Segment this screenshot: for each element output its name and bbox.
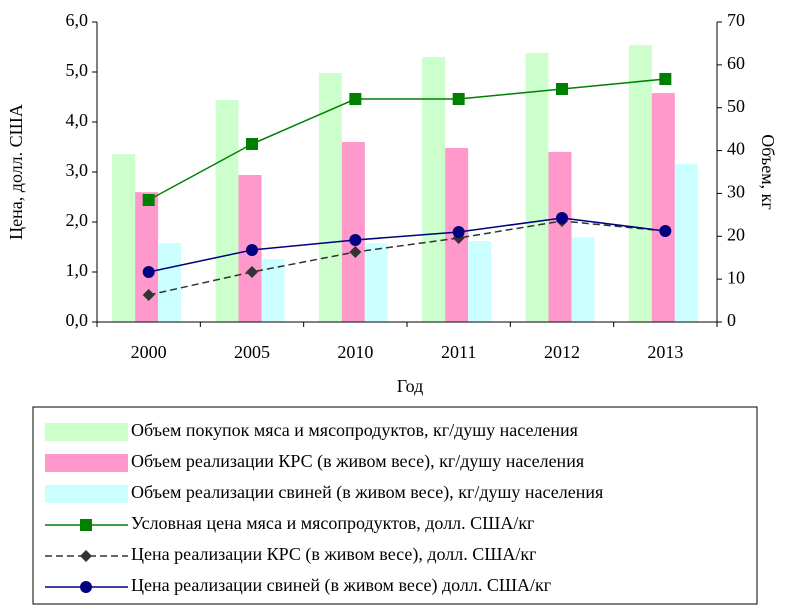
bar (135, 192, 159, 322)
y2-tick-label: 0 (727, 310, 736, 330)
line-marker (142, 194, 155, 206)
line-marker (142, 289, 155, 301)
line-marker (556, 83, 568, 95)
bar (468, 241, 492, 322)
legend-swatch (45, 423, 128, 441)
legend-marker (80, 519, 92, 531)
line-marker (452, 93, 465, 105)
line-marker (349, 93, 362, 105)
bar (525, 52, 549, 322)
line-marker (556, 212, 568, 224)
bar (628, 45, 652, 323)
legend-label: Цена реализации свиней (в живом весе) до… (131, 575, 551, 596)
bar (674, 163, 698, 322)
bar (112, 154, 136, 322)
x-axis-title: Год (397, 376, 423, 396)
bar (364, 243, 388, 322)
y-tick-label: 4,0 (66, 110, 89, 130)
bar (422, 57, 446, 323)
line-marker (246, 244, 258, 256)
y2-tick-label: 20 (727, 224, 745, 244)
y-tick-label: 0,0 (66, 310, 89, 330)
x-tick-label: 2010 (337, 342, 373, 362)
legend-label: Цена реализации КРС (в живом весе), долл… (131, 544, 537, 565)
line (148, 217, 666, 273)
y-tick-label: 5,0 (66, 60, 89, 80)
y2-axis-title: Объем, кг (758, 134, 778, 210)
line-marker (142, 266, 155, 278)
legend-label: Условная цена мяса и мясопродуктов, долл… (131, 513, 534, 533)
bar (261, 259, 285, 322)
x-tick-label: 2013 (647, 342, 683, 362)
y2-tick-label: 60 (727, 53, 745, 73)
y2-tick-label: 70 (727, 10, 745, 30)
line (148, 220, 666, 296)
y-tick-label: 6,0 (66, 10, 89, 30)
y-axis-title: Цена, долл. США (6, 104, 26, 240)
y2-tick-label: 50 (727, 96, 745, 116)
x-tick-label: 2011 (441, 342, 476, 362)
bar (341, 142, 365, 322)
legend-label: Объем реализации КРС (в живом весе), кг/… (131, 451, 584, 472)
line (148, 78, 666, 201)
line-marker (349, 234, 362, 246)
legend-box (32, 406, 758, 605)
y2-tick-label: 30 (727, 182, 745, 202)
line-marker (452, 226, 465, 238)
bar (215, 100, 239, 322)
x-tick-label: 2000 (131, 342, 167, 362)
y-tick-label: 1,0 (66, 260, 89, 280)
x-tick-label: 2012 (544, 342, 580, 362)
line-marker (659, 225, 672, 237)
line-marker (349, 246, 362, 258)
legend-label: Объем реализации свиней (в живом весе), … (131, 482, 603, 503)
y-tick-label: 3,0 (66, 160, 89, 180)
bar (651, 93, 675, 323)
x-tick-label: 2005 (234, 342, 270, 362)
line-marker (246, 138, 258, 150)
bar (571, 237, 595, 322)
bar (318, 73, 342, 322)
legend-marker (80, 581, 92, 593)
legend-label: Объем покупок мяса и мясопродуктов, кг/д… (131, 420, 578, 440)
y-tick-label: 2,0 (66, 210, 89, 230)
line-marker (659, 73, 672, 85)
y2-tick-label: 10 (727, 267, 745, 287)
legend-swatch (45, 485, 128, 503)
legend-marker (80, 550, 92, 562)
y2-tick-label: 40 (727, 139, 745, 159)
bar (158, 243, 182, 322)
line-marker (246, 266, 258, 278)
bar (548, 151, 572, 322)
legend-swatch (45, 454, 128, 472)
